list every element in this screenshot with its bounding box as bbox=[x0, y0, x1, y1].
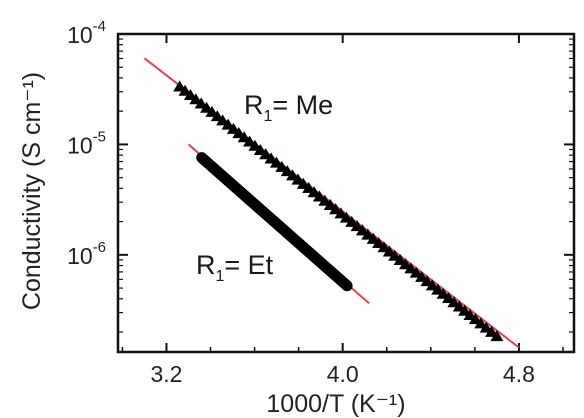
series-label-me: R1= Me bbox=[244, 90, 333, 125]
series-annotations: R1= Me R1= Et bbox=[196, 90, 333, 285]
plot-frame bbox=[116, 32, 576, 354]
x-tick-label: 3.2 bbox=[150, 361, 182, 387]
y-tick-label: 10-6 bbox=[67, 239, 106, 269]
y-tick-label: 10-5 bbox=[67, 128, 106, 158]
data-point-et bbox=[341, 280, 353, 292]
y-axis-title: Conductivity (S cm⁻¹) bbox=[18, 72, 46, 310]
data-points bbox=[173, 80, 504, 342]
data-point-me bbox=[490, 330, 504, 342]
x-tick-label: 4.8 bbox=[503, 361, 535, 387]
y-tick-label: 10-4 bbox=[67, 18, 106, 48]
tick-marks bbox=[118, 33, 574, 352]
series-label-et: R1= Et bbox=[196, 250, 274, 285]
x-tick-labels: 3.2 4.0 4.8 bbox=[150, 361, 534, 387]
x-tick-label: 4.0 bbox=[327, 361, 359, 387]
x-axis-title: 1000/T (K⁻¹) bbox=[266, 390, 405, 418]
y-tick-labels: 10-4 10-5 10-6 bbox=[67, 18, 106, 269]
